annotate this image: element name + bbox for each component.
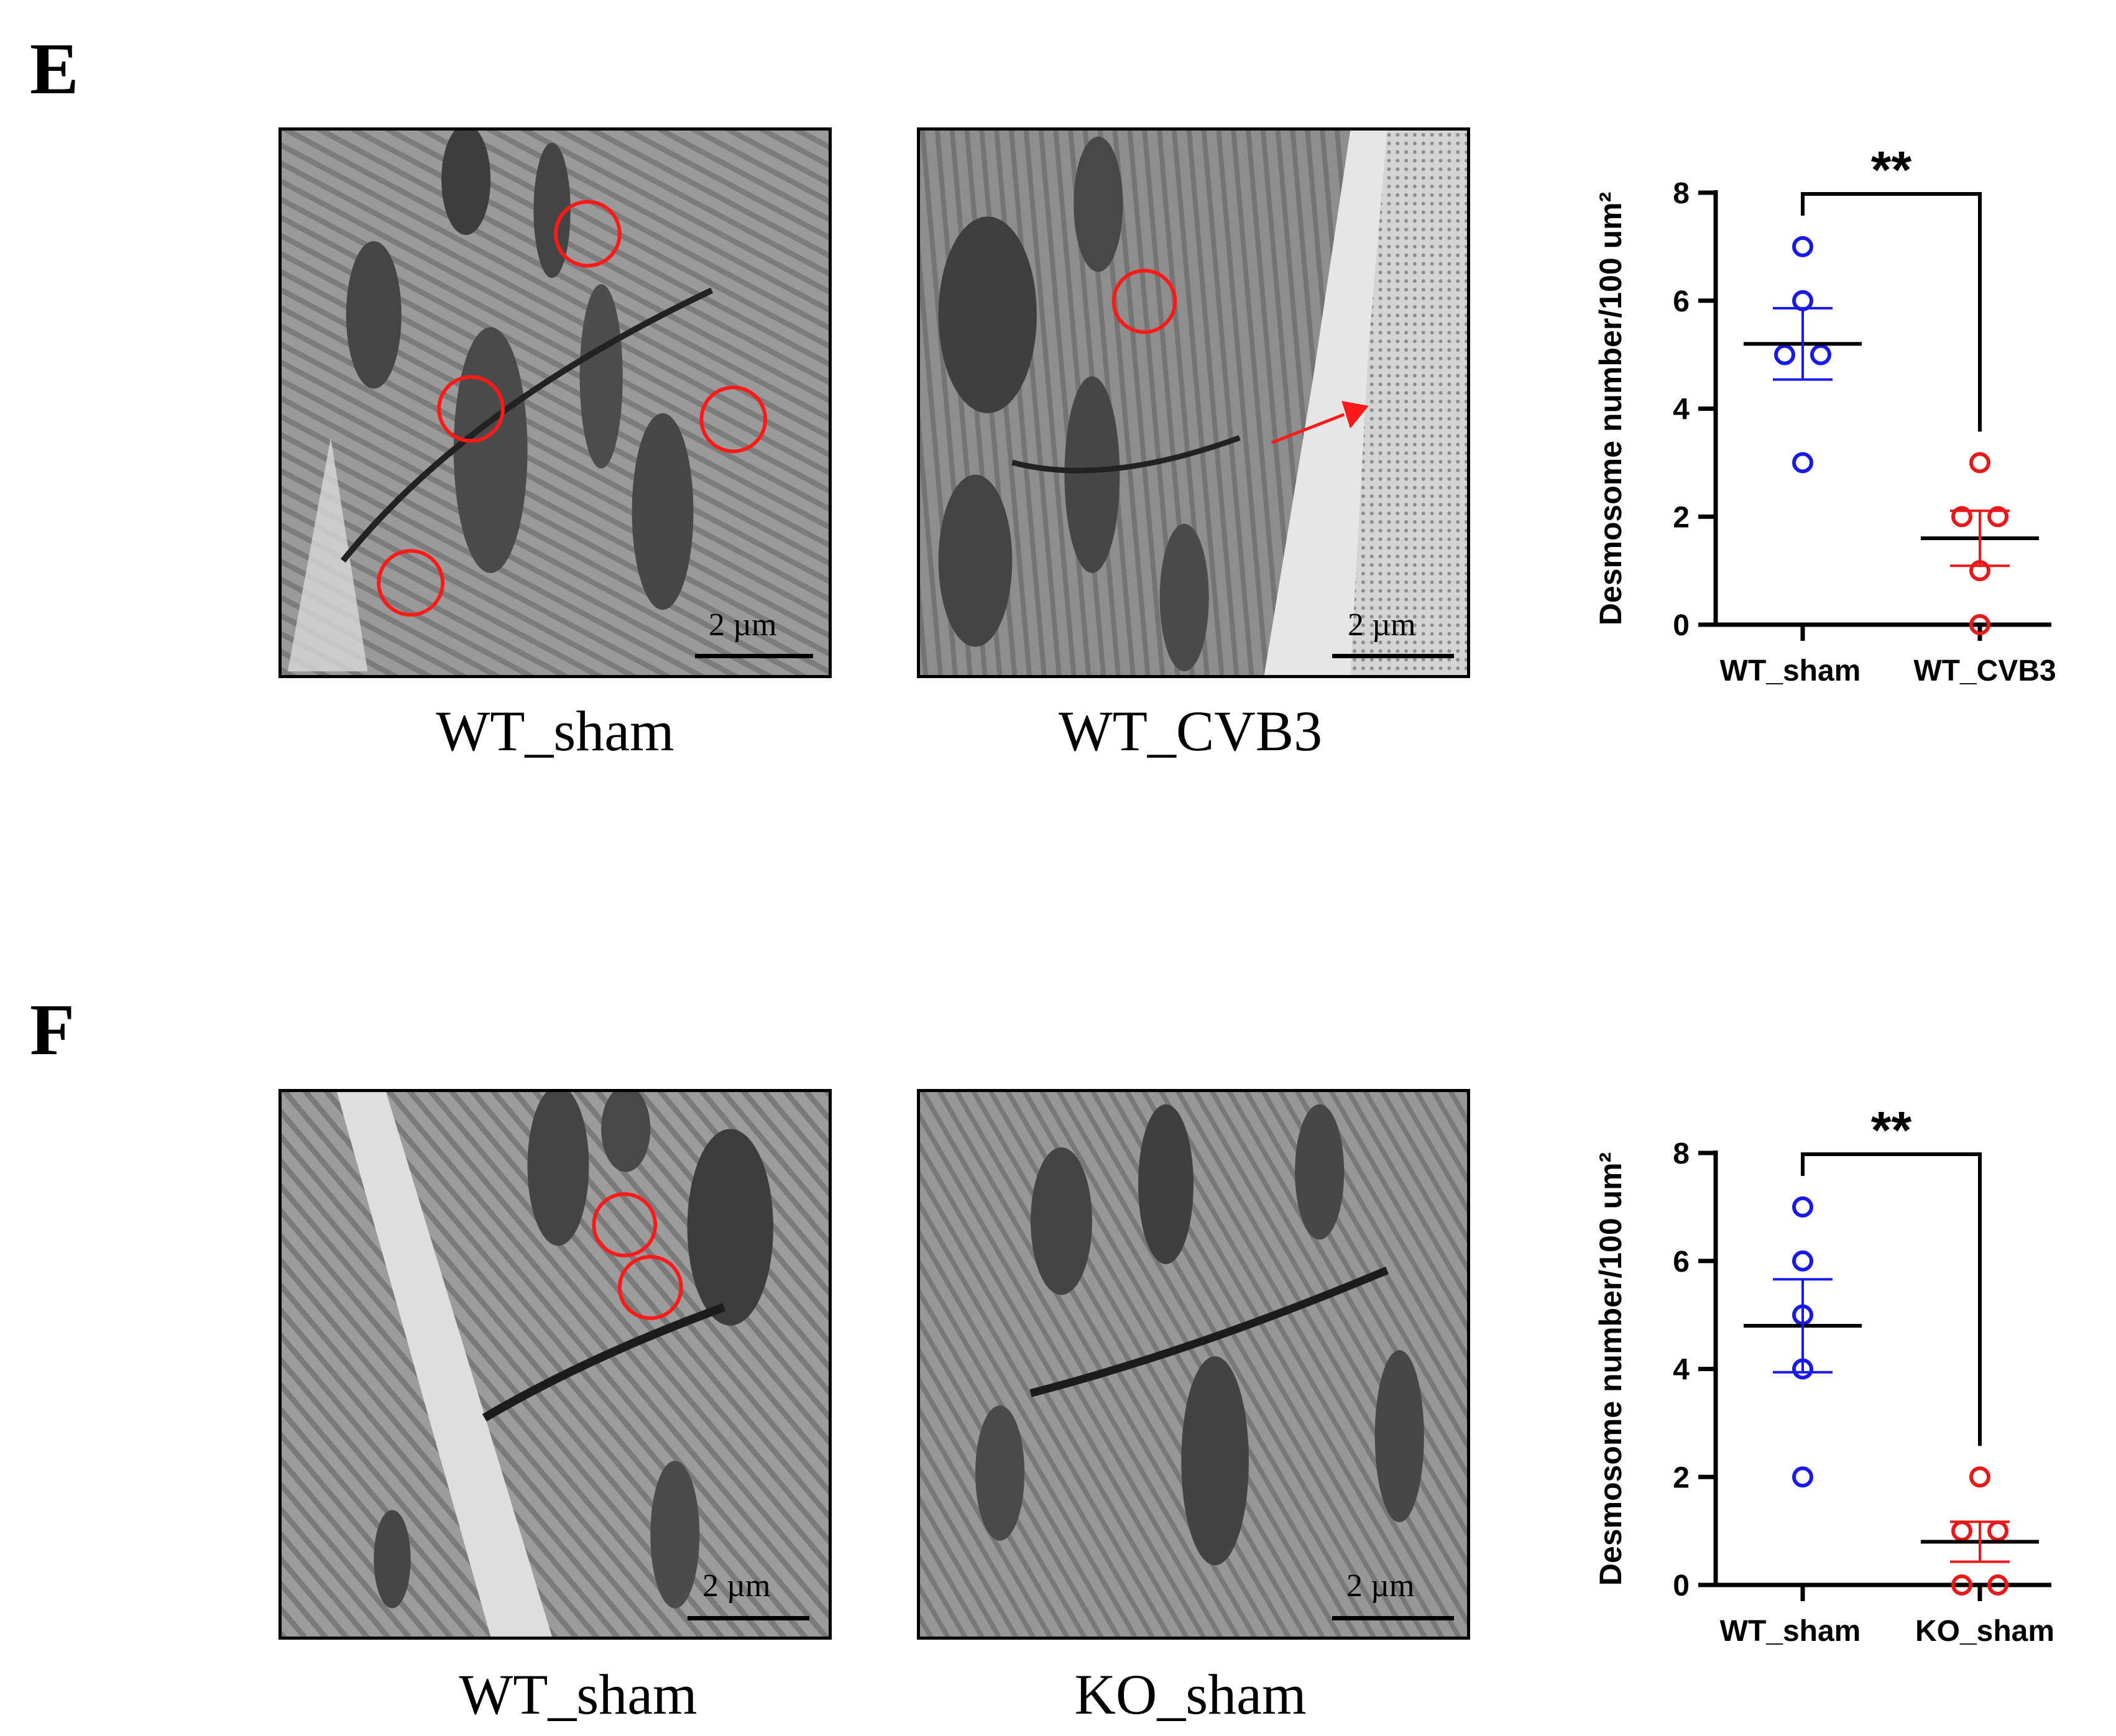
- x-tick-label: WT_sham: [1720, 654, 1861, 687]
- desmosome-marker: [617, 1255, 683, 1320]
- data-point: [1792, 1196, 1813, 1218]
- y-axis-label: Desmosome number/100 um²: [1593, 192, 1628, 625]
- em-texture: [920, 1092, 1467, 1637]
- arrow-line: [1271, 413, 1345, 444]
- y-tick-label: 0: [1673, 1569, 1690, 1602]
- desmosome-marker: [699, 385, 768, 454]
- y-tick-label: 4: [1673, 1354, 1690, 1387]
- y-tick-label: 2: [1673, 501, 1690, 534]
- significance-bracket: [1801, 192, 1982, 432]
- micrograph-e-wt-cvb3: [917, 127, 1470, 678]
- data-point: [1792, 1466, 1813, 1488]
- data-point: [1792, 236, 1813, 257]
- data-point: [1987, 1520, 2008, 1542]
- dot-plot-e: 0 2 4 6 8 WT_sham WT_CVB3 Desmosome number/100 …: [1593, 140, 2056, 687]
- data-point: [1951, 506, 1972, 528]
- desmosome-marker: [592, 1192, 658, 1257]
- data-point: [1969, 452, 1990, 474]
- significance-label: **: [1871, 140, 1912, 199]
- data-point: [1792, 452, 1813, 474]
- desmosome-marker: [1111, 269, 1177, 334]
- data-point: [1987, 1574, 2008, 1596]
- y-axis-label: Desmosome number/100 um²: [1593, 1152, 1628, 1586]
- data-point: [1969, 1466, 1990, 1488]
- desmosome-marker: [437, 375, 505, 443]
- scale-bar: [688, 1616, 809, 1620]
- data-point: [1792, 1250, 1813, 1272]
- em-texture: [282, 1092, 829, 1637]
- micrograph-f-ko-sham: [917, 1089, 1470, 1640]
- significance-label: **: [1871, 1101, 1912, 1159]
- y-tick-label: 6: [1673, 285, 1690, 318]
- panel-letter-f: F: [30, 989, 75, 1070]
- scale-bar: [1332, 1616, 1454, 1620]
- y-tick-label: 0: [1673, 609, 1690, 642]
- data-point: [1951, 1520, 1972, 1542]
- data-point: [1969, 614, 1990, 635]
- image-caption: WT_sham: [459, 1663, 697, 1726]
- scale-label: 2 µm: [1348, 607, 1416, 643]
- y-tick-label: 8: [1673, 177, 1690, 210]
- x-tick-label: KO_sham: [1915, 1615, 2054, 1648]
- y-tick-label: 4: [1673, 393, 1690, 426]
- em-texture: [920, 131, 1467, 675]
- scale-label: 2 µm: [702, 1568, 771, 1604]
- arrow-head: [1341, 401, 1369, 429]
- data-point: [1774, 344, 1795, 365]
- x-tick-label: WT_CVB3: [1913, 654, 2056, 687]
- y-tick-label: 8: [1673, 1137, 1690, 1170]
- data-point: [1810, 344, 1831, 365]
- image-caption: WT_CVB3: [1058, 699, 1323, 763]
- panel-letter-e: E: [30, 28, 79, 109]
- scale-bar: [1332, 654, 1454, 658]
- data-point: [1987, 506, 2008, 528]
- significance-bracket: [1801, 1152, 1982, 1446]
- em-texture: [282, 131, 829, 675]
- scale-bar: [695, 654, 813, 658]
- image-caption: KO_sham: [1074, 1663, 1307, 1726]
- desmosome-marker: [554, 200, 622, 268]
- micrograph-e-wt-sham: [278, 127, 832, 678]
- desmosome-marker: [377, 549, 445, 617]
- y-tick-label: 2: [1673, 1461, 1690, 1494]
- scale-label: 2 µm: [709, 607, 777, 643]
- micrograph-f-wt-sham: [278, 1089, 832, 1640]
- dot-plot-f: 0 2 4 6 8 WT_sham KO_sham Desmosome number/100 …: [1593, 1101, 2054, 1648]
- x-tick-label: WT_sham: [1720, 1615, 1861, 1648]
- scale-label: 2 µm: [1346, 1568, 1415, 1604]
- data-point: [1951, 1574, 1972, 1596]
- image-caption: WT_sham: [436, 699, 674, 763]
- y-tick-label: 6: [1673, 1246, 1690, 1279]
- data-point: [1792, 290, 1813, 311]
